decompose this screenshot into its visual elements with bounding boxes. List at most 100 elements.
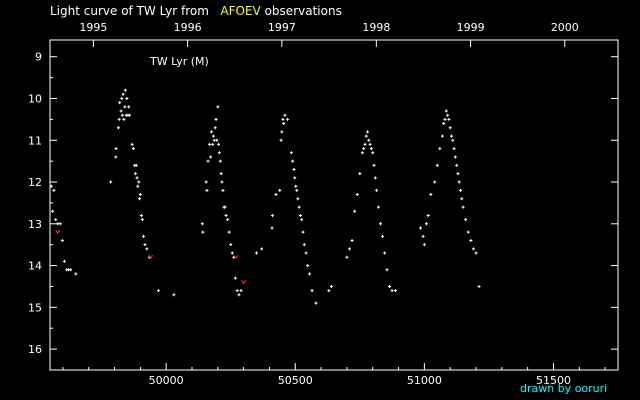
data-point <box>418 226 422 230</box>
data-point <box>366 130 370 134</box>
data-point <box>457 180 461 184</box>
data-point <box>260 247 264 251</box>
data-point <box>306 264 310 268</box>
year-tick-label: 1999 <box>457 21 485 34</box>
data-point <box>140 218 144 222</box>
data-point <box>125 96 129 100</box>
data-point <box>435 163 439 167</box>
data-point <box>474 251 478 255</box>
data-point <box>471 247 475 251</box>
data-point <box>314 301 318 305</box>
data-point <box>137 180 141 184</box>
data-point <box>297 205 301 209</box>
data-point <box>358 172 362 176</box>
data-point <box>429 193 433 197</box>
data-point <box>211 142 215 146</box>
plot-frame <box>49 39 619 371</box>
data-point <box>291 159 295 163</box>
data-point <box>455 163 459 167</box>
data-point <box>424 222 428 226</box>
data-point <box>226 218 230 222</box>
data-point <box>141 234 145 238</box>
data-point <box>221 188 225 192</box>
data-point <box>302 243 306 247</box>
data-point <box>271 213 275 217</box>
data-point <box>286 117 290 121</box>
data-point <box>119 109 123 113</box>
data-point <box>383 251 387 255</box>
data-point <box>156 289 160 293</box>
data-point <box>60 239 64 243</box>
y-tick-label: 13 <box>28 218 42 231</box>
year-tick-label: 1997 <box>268 21 296 34</box>
data-point <box>127 105 131 109</box>
data-point <box>360 151 364 155</box>
data-point <box>229 243 233 247</box>
data-point <box>211 134 215 138</box>
data-point <box>364 134 368 138</box>
data-point <box>49 184 53 188</box>
data-point <box>466 230 470 234</box>
data-point <box>438 147 442 151</box>
data-point <box>375 188 379 192</box>
y-tick-label: 16 <box>28 343 42 356</box>
data-point <box>363 142 367 146</box>
data-point <box>227 230 231 234</box>
x-tick-label: 51500 <box>536 374 571 387</box>
data-point <box>213 126 217 130</box>
data-point <box>456 172 460 176</box>
data-point <box>255 251 259 255</box>
data-point <box>123 88 127 92</box>
data-point <box>353 209 357 213</box>
data-point <box>446 113 450 117</box>
year-tick-label: 1995 <box>79 21 107 34</box>
y-tick-label: 9 <box>35 51 42 64</box>
data-point <box>122 117 126 121</box>
data-point <box>301 230 305 234</box>
data-point <box>118 101 122 105</box>
data-point <box>208 142 212 146</box>
data-point <box>449 134 453 138</box>
data-point <box>451 138 455 142</box>
data-point <box>117 117 121 121</box>
data-point <box>281 117 285 121</box>
data-point <box>145 247 149 251</box>
y-tick-label: 10 <box>28 92 42 105</box>
data-point <box>217 142 221 146</box>
data-point <box>300 218 304 222</box>
data-point <box>442 122 446 126</box>
data-point <box>235 289 239 293</box>
data-point <box>131 147 135 151</box>
page-title: Light curve of TW Lyr from AFOEV observa… <box>50 4 342 18</box>
data-point <box>123 105 127 109</box>
data-point <box>369 147 373 151</box>
data-point <box>270 226 274 230</box>
data-point <box>54 218 58 222</box>
data-point <box>372 163 376 167</box>
data-point <box>205 188 209 192</box>
data-point <box>56 222 60 226</box>
data-point <box>206 159 210 163</box>
data-point <box>116 126 120 130</box>
data-point <box>134 163 138 167</box>
data-point <box>362 147 366 151</box>
data-point <box>138 197 142 201</box>
data-point <box>279 138 283 142</box>
y-tick-label: 12 <box>28 176 42 189</box>
data-point <box>426 213 430 217</box>
data-point <box>128 113 132 117</box>
data-point <box>216 105 220 109</box>
data-point <box>209 130 213 134</box>
data-point <box>329 284 333 288</box>
data-point <box>453 155 457 159</box>
data-point <box>219 172 223 176</box>
data-point <box>130 142 134 146</box>
y-ticks: 9 10 11 12 13 14 15 16 <box>28 51 618 371</box>
data-point <box>385 268 389 272</box>
data-point <box>390 289 394 293</box>
data-point <box>282 122 286 126</box>
data-point <box>294 184 298 188</box>
data-point <box>378 222 382 226</box>
data-point <box>114 155 118 159</box>
data-point <box>444 109 448 113</box>
